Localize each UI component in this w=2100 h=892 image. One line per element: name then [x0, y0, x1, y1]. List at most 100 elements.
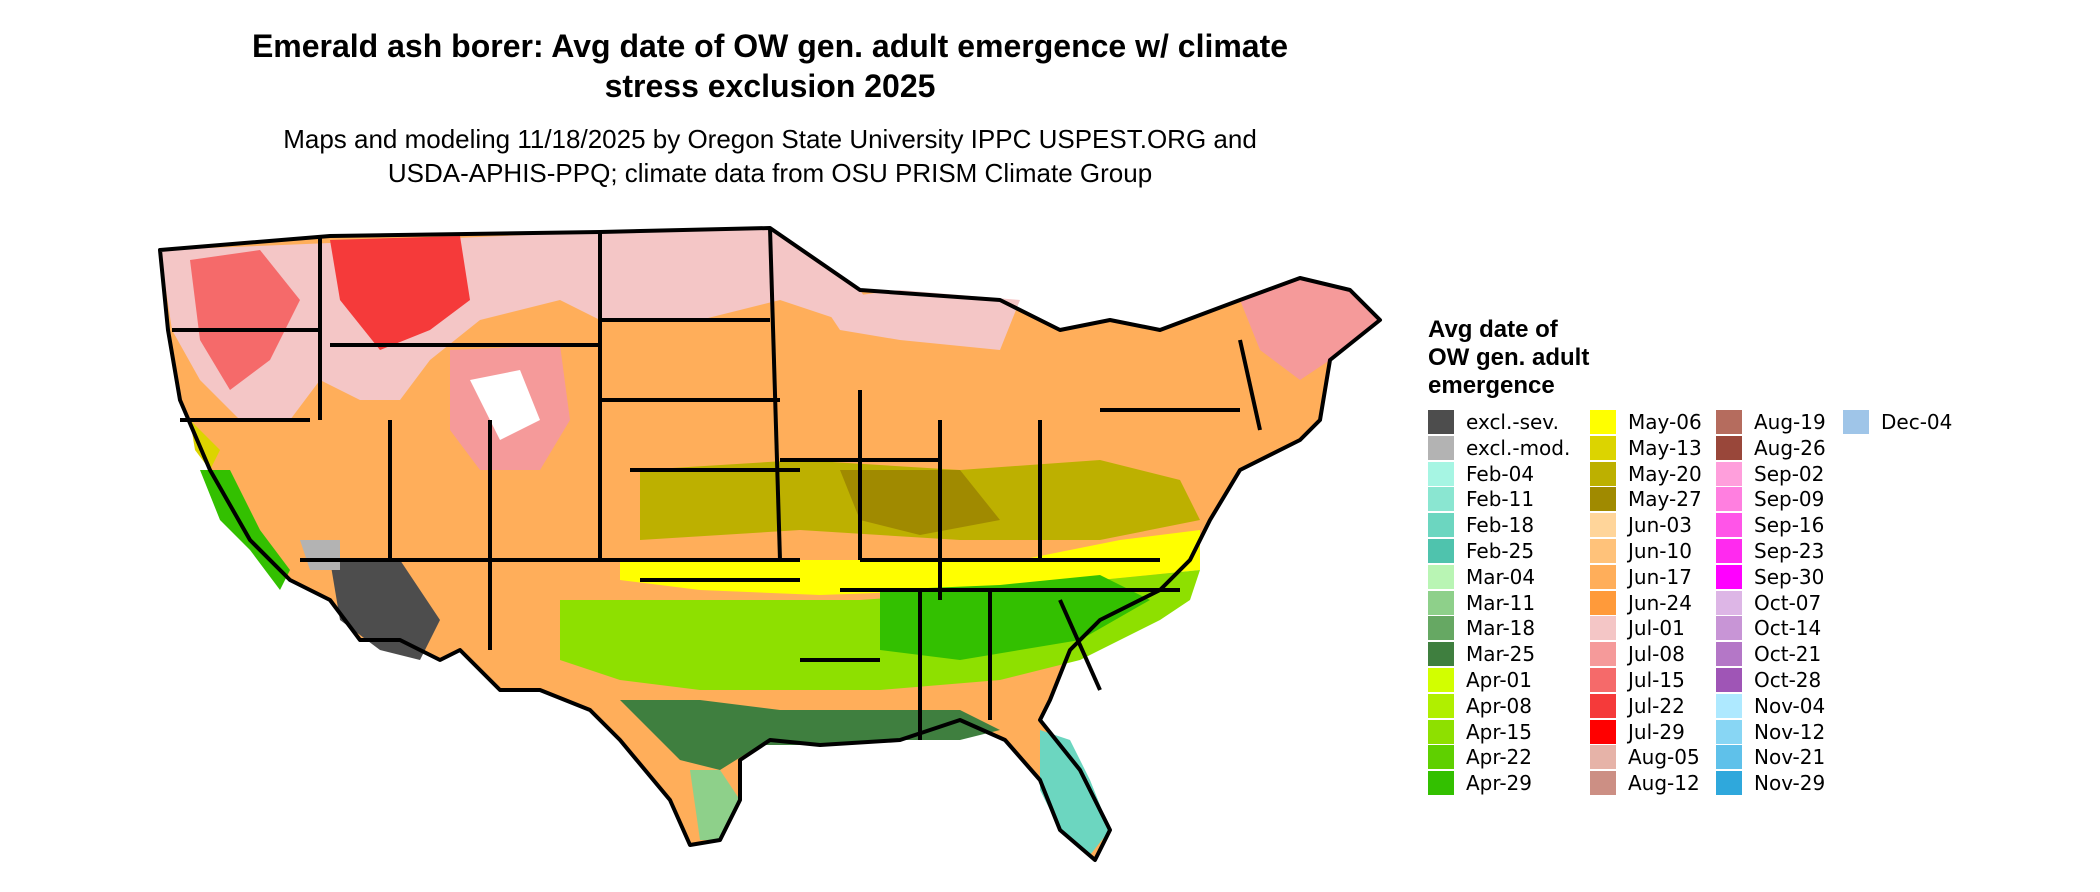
- legend-label: Feb-18: [1466, 513, 1535, 538]
- legend-swatch: [1716, 539, 1742, 563]
- legend-label: Aug-12: [1628, 771, 1700, 796]
- legend-swatch: [1428, 745, 1454, 770]
- legend-label: Jul-08: [1628, 642, 1685, 667]
- legend-label: Apr-29: [1466, 771, 1532, 796]
- legend-swatch: [1716, 693, 1742, 718]
- legend-swatch: [1590, 771, 1616, 796]
- legend-label: Mar-25: [1466, 642, 1536, 667]
- legend-label: May-27: [1628, 487, 1702, 512]
- legend-label: Sep-16: [1754, 513, 1825, 538]
- legend-swatch: [1428, 513, 1454, 538]
- conus-border: [158, 226, 1382, 862]
- upper-midwest-pink: [820, 290, 1020, 350]
- legend-label: Nov-21: [1754, 745, 1826, 770]
- florida-teal: [1040, 730, 1110, 855]
- legend-swatch: [1428, 693, 1454, 718]
- legend-swatch: [1590, 642, 1616, 667]
- legend-label: Feb-25: [1466, 539, 1535, 563]
- legend-title: Avg date of OW gen. adult emergence: [1428, 316, 1590, 399]
- legend-label: excl.-sev.: [1466, 410, 1559, 434]
- legend-label: Feb-11: [1466, 487, 1535, 512]
- legend-swatch: [1428, 642, 1454, 667]
- legend-swatch: [1428, 590, 1454, 615]
- legend-label: May-13: [1628, 435, 1702, 460]
- northeast-pink-zone: [1240, 278, 1380, 380]
- legend-swatch: [1590, 461, 1616, 486]
- legend-swatch: [1428, 539, 1454, 563]
- legend-swatch: [1428, 771, 1454, 796]
- legend-swatch: [1590, 564, 1616, 589]
- legend-swatch: [1590, 745, 1616, 770]
- legend-swatch: [1590, 616, 1616, 641]
- legend-label: Sep-02: [1754, 461, 1825, 486]
- map-subtitle: Maps and modeling 11/18/2025 by Oregon S…: [283, 124, 1257, 188]
- legend-swatch: [1590, 410, 1616, 434]
- legend-swatch: [1428, 616, 1454, 641]
- legend-swatch: [1716, 564, 1742, 589]
- legend-label: Apr-22: [1466, 745, 1532, 770]
- legend-swatch: [1590, 719, 1616, 744]
- legend-swatch: [1428, 410, 1454, 434]
- legend-swatch: [1590, 487, 1616, 512]
- legend-swatch: [1590, 693, 1616, 718]
- north-red-zone-1: [190, 250, 300, 390]
- legend-label: Sep-30: [1754, 564, 1825, 589]
- legend-label: Nov-12: [1754, 719, 1826, 744]
- legend-label: Nov-04: [1754, 693, 1826, 718]
- legend-label: excl.-mod.: [1466, 435, 1571, 460]
- legend-swatch: [1590, 539, 1616, 563]
- legend-swatch: [1716, 745, 1742, 770]
- legend-label: Feb-04: [1466, 461, 1535, 486]
- legend-label: Jul-22: [1628, 693, 1685, 718]
- legend-swatch: [1716, 513, 1742, 538]
- legend-swatch: [1716, 642, 1742, 667]
- legend-label: Sep-23: [1754, 539, 1825, 563]
- legend-swatch: [1590, 513, 1616, 538]
- legend-label: Aug-19: [1754, 410, 1826, 434]
- legend-label: Dec-04: [1881, 410, 1953, 434]
- legend-label: Apr-08: [1466, 693, 1532, 718]
- arizona-excl-severe: [330, 560, 440, 660]
- legend-label: Jun-10: [1628, 539, 1692, 563]
- legend-label: Apr-15: [1466, 719, 1532, 744]
- legend-swatch: [1716, 719, 1742, 744]
- arizona-excl-moderate: [300, 540, 340, 570]
- us-emergence-map: [158, 226, 1382, 862]
- legend-label: Oct-21: [1754, 642, 1822, 667]
- legend-label: Jun-17: [1628, 564, 1692, 589]
- gulf-dark-green: [620, 700, 1000, 770]
- south-green-dark: [880, 575, 1150, 660]
- legend-swatch: [1428, 461, 1454, 486]
- legend-label: May-20: [1628, 461, 1702, 486]
- legend-label: Aug-26: [1754, 435, 1826, 460]
- legend-label: Mar-04: [1466, 564, 1536, 589]
- legend-swatch: [1843, 410, 1869, 434]
- north-red-zone-2: [330, 236, 470, 350]
- legend-label: Aug-05: [1628, 745, 1700, 770]
- legend-label: Jun-03: [1628, 513, 1692, 538]
- legend-label: Mar-11: [1466, 590, 1536, 615]
- california-yellow: [190, 420, 220, 470]
- map-title: Emerald ash borer: Avg date of OW gen. a…: [251, 28, 1289, 104]
- legend-label: Nov-29: [1754, 771, 1826, 796]
- legend-swatch: [1716, 487, 1742, 512]
- border-mn-wi: [768, 227, 782, 561]
- legend-label: Oct-28: [1754, 668, 1822, 692]
- legend-swatch: [1590, 668, 1616, 692]
- legend-label: May-06: [1628, 410, 1702, 434]
- legend-label: Jul-29: [1628, 719, 1685, 744]
- central-dark-olive: [840, 470, 1000, 535]
- legend-label: Jun-24: [1628, 590, 1692, 615]
- rockies-white-excl: [470, 370, 540, 440]
- border-ga-sc: [1058, 599, 1102, 691]
- legend-swatch: [1716, 461, 1742, 486]
- legend-label: Sep-09: [1754, 487, 1825, 512]
- legend-swatch: [1428, 564, 1454, 589]
- legend-swatch: [1716, 771, 1742, 796]
- legend-label: Jul-01: [1628, 616, 1685, 641]
- border-ne-states: [1238, 339, 1262, 431]
- legend-label: Oct-07: [1754, 590, 1822, 615]
- legend-swatch: [1428, 487, 1454, 512]
- legend-label: Jul-15: [1628, 668, 1685, 692]
- legend-swatch: [1428, 435, 1454, 460]
